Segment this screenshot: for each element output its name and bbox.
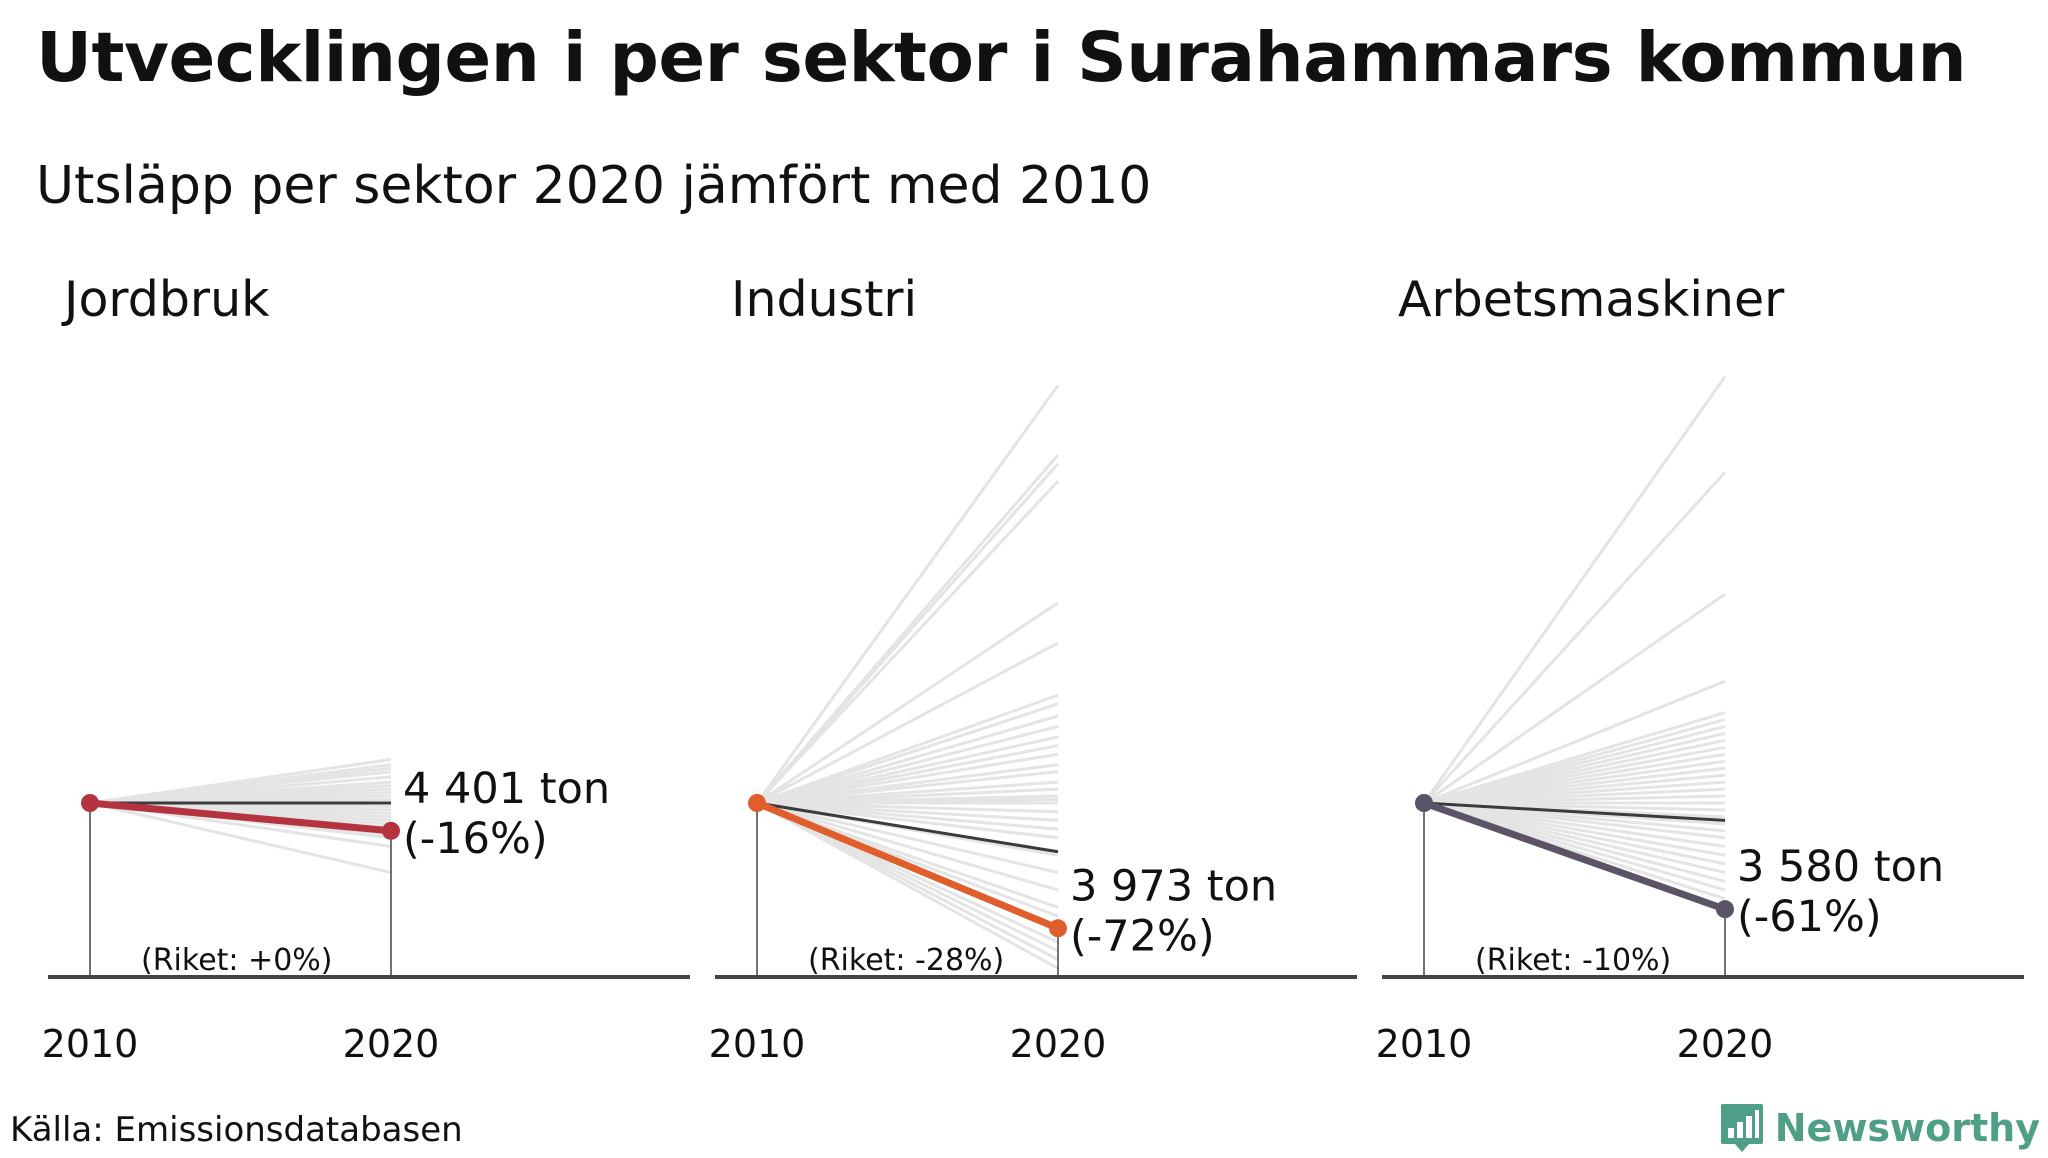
point-2020: [382, 821, 400, 840]
other-municipality-line: [755, 480, 1060, 805]
municipality-line: [86, 799, 395, 835]
national-line: [1423, 801, 1726, 822]
other-municipality-line: [756, 801, 1059, 970]
other-municipality-line: [1422, 375, 1727, 804]
change-label: (-72%): [1070, 911, 1215, 961]
x-tick-label: 2010: [1376, 1022, 1473, 1066]
x-tick-label: 2020: [343, 1022, 440, 1066]
x-tick-label: 2010: [709, 1022, 806, 1066]
x-tick-label: 2020: [1010, 1022, 1107, 1066]
point-2010: [1415, 794, 1433, 812]
value-label: 4 401 ton: [403, 764, 610, 814]
x-tick-label: 2010: [42, 1022, 139, 1066]
other-municipality-line: [756, 641, 1059, 805]
other-municipality-line: [1423, 592, 1726, 805]
sector-panel: Jordbruk 4 401 ton(-16%) (Riket: +0%) 2010 2…: [42, 271, 690, 1066]
other-municipality-line: [755, 462, 1060, 804]
small-multiples-chart: Jordbruk 4 401 ton(-16%) (Riket: +0%) 2010 2…: [42, 271, 2024, 1066]
sector-panel: Industri 3 973 ton(-72%) (Riket: -28%) 2010…: [709, 271, 1357, 1066]
chart-subtitle: Utsläpp per sektor 2020 jämfört med 2010: [36, 156, 1152, 216]
value-label: 3 580 ton: [1737, 842, 1944, 892]
panel-title: Arbetsmaskiner: [1398, 271, 1785, 328]
other-municipality-line: [1422, 471, 1727, 805]
brand-name: Newsworthy: [1774, 1106, 2040, 1150]
x-tick-label: 2020: [1677, 1022, 1774, 1066]
other-municipality-line: [755, 384, 1060, 804]
other-municipality-line: [756, 714, 1059, 805]
other-municipality-line: [756, 770, 1059, 805]
national-change-label: (Riket: +0%): [141, 943, 332, 978]
change-label: (-61%): [1737, 892, 1882, 942]
other-municipality-line: [756, 724, 1059, 805]
other-municipality-line: [756, 801, 1059, 840]
other-municipality-line: [1423, 679, 1726, 805]
panel-title: Industri: [731, 271, 917, 328]
brand-logo: Newsworthy: [1719, 1098, 2040, 1158]
municipality-line: [1420, 799, 1729, 913]
source-note: Källa: Emissionsdatabasen: [10, 1110, 463, 1150]
national-change-label: (Riket: -10%): [1475, 943, 1671, 978]
other-municipality-line: [756, 801, 1059, 892]
national-change-label: (Riket: -28%): [808, 943, 1004, 978]
point-2010: [748, 794, 766, 812]
other-municipality-line: [756, 801, 1059, 875]
change-label: (-16%): [403, 814, 548, 864]
newsworthy-logo-icon: [1720, 1104, 1763, 1152]
other-municipality-line: [756, 702, 1059, 805]
other-municipality-line: [756, 601, 1059, 805]
chart-title: Utvecklingen i per sektor i Surahammars …: [36, 18, 1967, 98]
point-2010: [81, 794, 99, 812]
other-municipality-line: [89, 801, 392, 875]
point-2020: [1049, 919, 1067, 938]
municipality-line: [753, 799, 1062, 932]
panel-title: Jordbruk: [61, 271, 270, 328]
other-municipality-line: [756, 752, 1059, 805]
national-line: [756, 801, 1059, 854]
sector-panel: Arbetsmaskiner 3 580 ton(-61%) (Riket: -10…: [1376, 271, 2024, 1066]
value-label: 3 973 ton: [1070, 861, 1277, 911]
point-2020: [1716, 900, 1734, 919]
